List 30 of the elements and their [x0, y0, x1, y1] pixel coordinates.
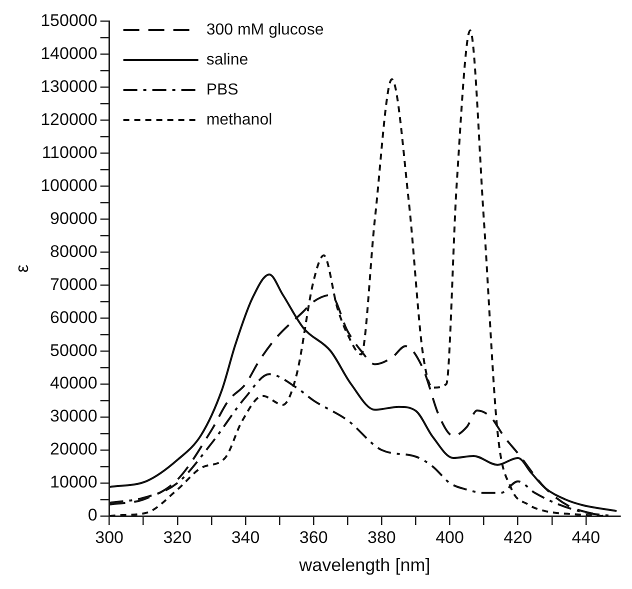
y-tick-label: 90000 [50, 208, 98, 228]
y-tick-label: 80000 [50, 242, 98, 261]
x-tick-label: 420 [504, 528, 532, 547]
x-tick-label: 300 [95, 528, 124, 547]
x-tick-label: 320 [163, 528, 192, 547]
x-tick-label: 400 [436, 528, 464, 547]
x-tick-label: 440 [572, 528, 600, 547]
y-tick-label: 150000 [40, 10, 98, 30]
y-tick-label: 0 [88, 506, 98, 525]
y-tick-label: 10000 [50, 472, 98, 492]
y-tick-label: 140000 [40, 44, 98, 63]
legend-label: saline [206, 51, 248, 68]
y-tick-label: 130000 [40, 76, 98, 96]
y-tick-label: 40000 [50, 374, 98, 393]
y-tick-label: 120000 [40, 110, 98, 129]
y-axis-title: ε [12, 264, 32, 273]
legend-label: 300 mM glucose [206, 21, 324, 38]
y-tick-label: 30000 [50, 406, 98, 426]
y-tick-label: 60000 [50, 308, 98, 327]
y-tick-label: 110000 [42, 142, 98, 162]
legend-label: methanol [206, 111, 272, 128]
x-tick-label: 360 [299, 528, 328, 547]
y-tick-label: 20000 [50, 440, 98, 459]
y-tick-label: 70000 [50, 274, 98, 294]
x-tick-label: 380 [368, 528, 396, 547]
legend-label: PBS [206, 81, 238, 98]
y-tick-label: 50000 [50, 340, 98, 360]
y-tick-label: 100000 [40, 176, 98, 195]
x-axis-title: wavelength [nm] [298, 555, 430, 576]
x-tick-label: 340 [231, 528, 260, 547]
